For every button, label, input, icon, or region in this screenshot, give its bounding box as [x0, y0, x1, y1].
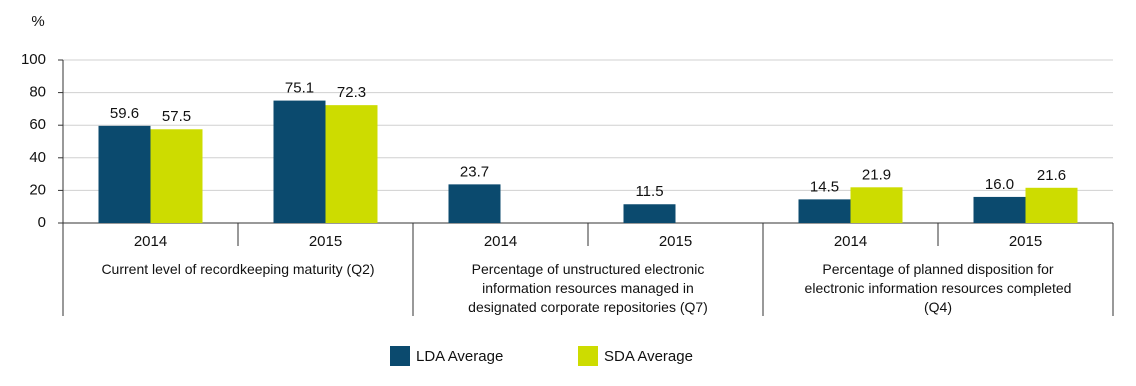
- bar: [1025, 187, 1078, 223]
- group-label: Percentage of planned disposition for el…: [804, 261, 1072, 315]
- legend-swatch: [578, 346, 598, 366]
- value-label: 59.6: [110, 105, 139, 122]
- x-tick-label: 2015: [659, 233, 692, 250]
- bar: [325, 105, 378, 223]
- y-tick-label: 0: [38, 214, 46, 231]
- legend-label: SDA Average: [604, 348, 693, 365]
- y-axis-label: %: [31, 13, 44, 30]
- bar: [273, 100, 326, 223]
- group-label: Percentage of unstructured electronic in…: [468, 261, 708, 315]
- value-label: 23.7: [460, 163, 489, 180]
- value-label: 57.5: [162, 108, 191, 125]
- x-tick-label: 2014: [134, 233, 167, 250]
- bar: [448, 184, 501, 223]
- y-tick-label: 20: [29, 181, 46, 198]
- value-label: 75.1: [285, 80, 314, 97]
- value-label: 72.3: [337, 84, 366, 101]
- y-tick-label: 60: [29, 116, 46, 133]
- value-label: 21.9: [862, 166, 891, 183]
- legend-swatch: [390, 346, 410, 366]
- group-label: Current level of recordkeeping maturity …: [101, 261, 375, 277]
- x-tick-label: 2015: [309, 233, 342, 250]
- x-tick-label: 2014: [834, 233, 867, 250]
- x-tick-label: 2014: [484, 233, 517, 250]
- y-tick-label: 80: [29, 84, 46, 101]
- y-tick-label: 40: [29, 149, 46, 166]
- value-label: 14.5: [810, 178, 839, 195]
- value-label: 21.6: [1037, 167, 1066, 184]
- bar: [623, 204, 676, 223]
- bar: [98, 125, 151, 223]
- y-tick-label: 100: [21, 51, 46, 68]
- x-tick-label: 2015: [1009, 233, 1042, 250]
- bar: [850, 187, 903, 223]
- value-label: 11.5: [635, 183, 663, 200]
- bar: [798, 199, 851, 223]
- value-label: 16.0: [985, 176, 1014, 193]
- legend-label: LDA Average: [416, 348, 503, 365]
- bar: [973, 196, 1026, 223]
- bar: [150, 129, 203, 223]
